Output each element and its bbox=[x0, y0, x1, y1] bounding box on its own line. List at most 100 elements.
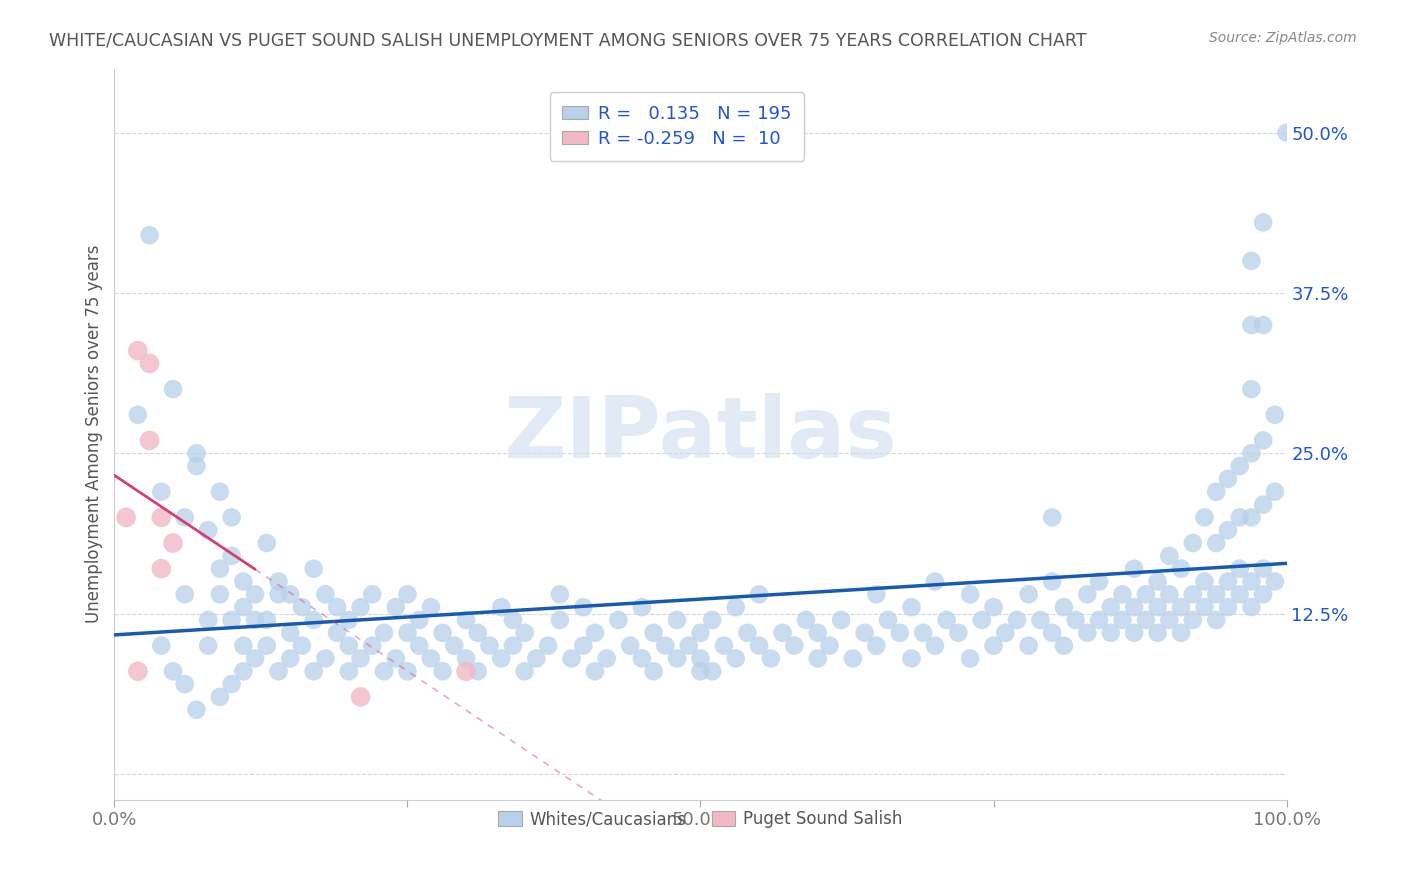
Point bbox=[1264, 484, 1286, 499]
Point bbox=[267, 665, 290, 679]
Point bbox=[314, 651, 336, 665]
Point bbox=[1018, 639, 1040, 653]
Point bbox=[256, 613, 278, 627]
Point bbox=[513, 665, 536, 679]
Point bbox=[689, 665, 711, 679]
Point bbox=[232, 600, 254, 615]
Point bbox=[1123, 625, 1146, 640]
Point bbox=[1159, 549, 1181, 563]
Point bbox=[256, 639, 278, 653]
Point bbox=[1040, 510, 1063, 524]
Point bbox=[1099, 600, 1122, 615]
Point bbox=[1205, 587, 1227, 601]
Point bbox=[1159, 587, 1181, 601]
Point bbox=[1251, 498, 1274, 512]
Point bbox=[197, 523, 219, 537]
Point bbox=[208, 587, 231, 601]
Point bbox=[278, 651, 301, 665]
Point bbox=[1240, 574, 1263, 589]
Point bbox=[127, 343, 149, 358]
Point bbox=[1216, 523, 1239, 537]
Point bbox=[702, 665, 724, 679]
Point bbox=[689, 625, 711, 640]
Point bbox=[702, 613, 724, 627]
Point bbox=[396, 625, 419, 640]
Point bbox=[221, 549, 243, 563]
Point bbox=[221, 613, 243, 627]
Point bbox=[208, 484, 231, 499]
Point bbox=[772, 625, 794, 640]
Point bbox=[818, 639, 841, 653]
Point bbox=[1194, 600, 1216, 615]
Point bbox=[526, 651, 548, 665]
Point bbox=[748, 639, 770, 653]
Point bbox=[1181, 536, 1204, 550]
Point bbox=[678, 639, 700, 653]
Point bbox=[432, 665, 454, 679]
Point bbox=[807, 625, 830, 640]
Point bbox=[1123, 562, 1146, 576]
Point bbox=[748, 587, 770, 601]
Legend: Whites/Caucasians, Puget Sound Salish: Whites/Caucasians, Puget Sound Salish bbox=[492, 804, 910, 835]
Point bbox=[314, 587, 336, 601]
Point bbox=[596, 651, 619, 665]
Point bbox=[150, 510, 173, 524]
Point bbox=[666, 613, 689, 627]
Point bbox=[607, 613, 630, 627]
Point bbox=[208, 562, 231, 576]
Point bbox=[631, 600, 654, 615]
Point bbox=[1251, 562, 1274, 576]
Point bbox=[572, 600, 595, 615]
Point bbox=[267, 587, 290, 601]
Point bbox=[232, 574, 254, 589]
Point bbox=[138, 228, 160, 243]
Y-axis label: Unemployment Among Seniors over 75 years: Unemployment Among Seniors over 75 years bbox=[86, 244, 103, 624]
Point bbox=[1181, 587, 1204, 601]
Point bbox=[1135, 613, 1157, 627]
Point bbox=[807, 651, 830, 665]
Point bbox=[150, 484, 173, 499]
Point bbox=[1216, 472, 1239, 486]
Point bbox=[256, 536, 278, 550]
Point bbox=[302, 665, 325, 679]
Point bbox=[1040, 625, 1063, 640]
Point bbox=[291, 639, 314, 653]
Point bbox=[186, 703, 208, 717]
Point bbox=[186, 446, 208, 460]
Point bbox=[1029, 613, 1052, 627]
Point bbox=[243, 613, 266, 627]
Point bbox=[454, 613, 477, 627]
Point bbox=[983, 600, 1005, 615]
Point bbox=[1229, 510, 1251, 524]
Point bbox=[1240, 253, 1263, 268]
Point bbox=[737, 625, 759, 640]
Point bbox=[150, 562, 173, 576]
Point bbox=[127, 665, 149, 679]
Point bbox=[877, 613, 900, 627]
Point bbox=[419, 600, 441, 615]
Point bbox=[337, 639, 360, 653]
Point bbox=[1181, 613, 1204, 627]
Point bbox=[643, 625, 665, 640]
Point bbox=[1146, 600, 1168, 615]
Point bbox=[384, 651, 406, 665]
Point bbox=[865, 639, 887, 653]
Point bbox=[583, 625, 606, 640]
Point bbox=[162, 536, 184, 550]
Point bbox=[173, 510, 195, 524]
Point bbox=[1146, 625, 1168, 640]
Point bbox=[1251, 215, 1274, 229]
Point bbox=[1170, 562, 1192, 576]
Point bbox=[583, 665, 606, 679]
Point bbox=[162, 665, 184, 679]
Point bbox=[1053, 639, 1076, 653]
Point bbox=[349, 690, 371, 704]
Point bbox=[489, 651, 512, 665]
Point bbox=[232, 639, 254, 653]
Point bbox=[467, 665, 489, 679]
Point bbox=[830, 613, 852, 627]
Point bbox=[349, 600, 371, 615]
Point bbox=[948, 625, 970, 640]
Point bbox=[1111, 587, 1133, 601]
Point bbox=[842, 651, 865, 665]
